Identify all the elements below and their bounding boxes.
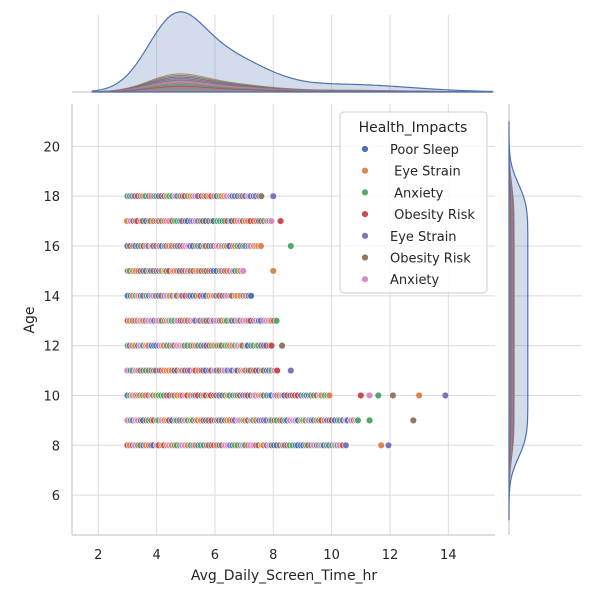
scatter-point [365, 416, 374, 425]
scatter-point [247, 292, 255, 300]
scatter-points [123, 192, 450, 450]
y-tick-label: 10 [43, 389, 60, 404]
legend-marker [361, 232, 369, 240]
legend: Health_Impacts Poor Sleep Eye Strain Anx… [339, 111, 488, 294]
scatter-point [357, 391, 365, 400]
y-tick-label: 6 [52, 489, 60, 504]
y-tick-label: 14 [43, 290, 60, 305]
scatter-point [384, 441, 393, 450]
y-tick-label: 16 [43, 240, 60, 255]
scatter-point [239, 267, 247, 275]
scatter-point [415, 391, 423, 400]
x-tick-label: 6 [211, 548, 219, 563]
scatter-point [377, 441, 385, 450]
scatter-point [276, 217, 285, 225]
scatter-point [342, 441, 350, 450]
scatter-point [325, 391, 334, 400]
x-tick-label: 8 [269, 548, 277, 563]
right-kde-curve [508, 121, 529, 521]
x-tick-label: 12 [382, 548, 399, 563]
legend-label: Anxiety [390, 273, 440, 288]
scatter-point [287, 366, 295, 375]
y-tick-label: 8 [52, 439, 60, 454]
y-tick-label: 20 [43, 140, 60, 155]
legend-label: Eye Strain [390, 165, 461, 180]
scatter-point [354, 416, 362, 425]
scatter-point [269, 267, 277, 275]
y-tick-label: 12 [43, 340, 60, 355]
legend-marker [361, 210, 369, 218]
scatter-point [272, 317, 281, 325]
scatter-point [269, 192, 277, 200]
legend-label: Poor Sleep [390, 143, 459, 158]
top-marginal-kde [72, 11, 495, 93]
scatter-point [365, 391, 374, 400]
scatter-point [441, 391, 450, 400]
scatter-point [267, 341, 276, 350]
legend-label: Eye Strain [390, 230, 457, 245]
scatter-point [287, 242, 295, 250]
legend-label: Obesity Risk [390, 208, 475, 223]
scatter-point [267, 217, 276, 225]
x-tick-label: 4 [152, 548, 160, 563]
scatter-point [257, 192, 266, 200]
scatter-point [374, 391, 383, 400]
top-kde-curve [91, 11, 493, 93]
scatter-point [409, 416, 418, 425]
x-tick-label: 14 [440, 548, 457, 563]
legend-marker [361, 253, 369, 262]
legend-marker [361, 188, 369, 197]
legend-marker [361, 167, 369, 175]
x-axis-label: Avg_Daily_Screen_Time_hr [191, 568, 378, 584]
y-axis-label: Age [22, 306, 38, 333]
x-tick-label: 10 [323, 548, 340, 563]
legend-label: Anxiety [390, 186, 444, 201]
legend-box [339, 111, 488, 294]
legend-marker [361, 275, 369, 283]
legend-label: Obesity Risk [390, 252, 471, 267]
scatter-point [273, 366, 281, 375]
scatter-point [257, 242, 265, 250]
scatter-point [389, 391, 397, 400]
y-tick-label: 18 [43, 190, 60, 205]
x-tick-label: 2 [94, 548, 102, 563]
right-marginal-kde [508, 104, 582, 535]
scatter-point [278, 341, 286, 350]
legend-marker [361, 145, 369, 153]
legend-title: Health_Impacts [359, 120, 468, 136]
